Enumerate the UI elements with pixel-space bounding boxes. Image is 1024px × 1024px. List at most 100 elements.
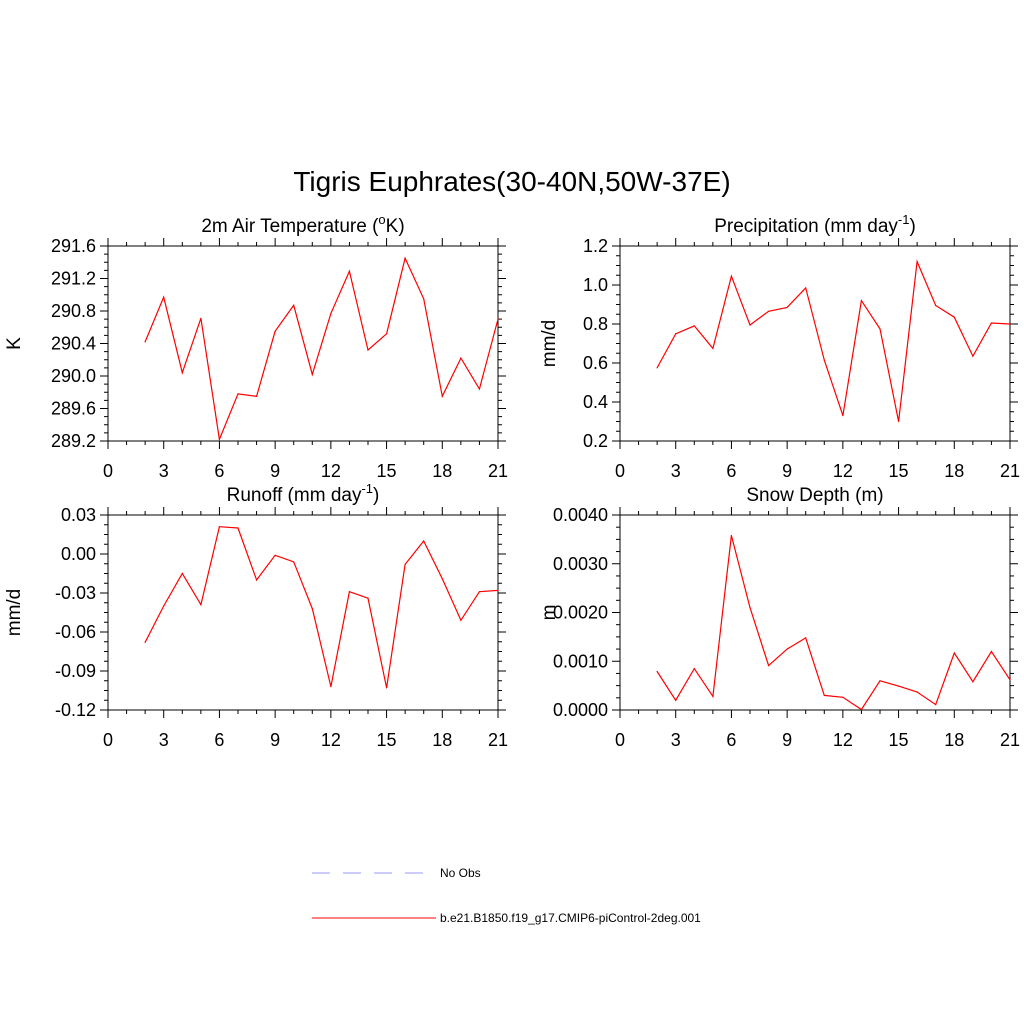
series-line: [144, 526, 499, 689]
data-point: [497, 318, 499, 320]
x-tick-label: 6: [726, 730, 736, 750]
data-point: [404, 257, 406, 259]
data-point: [897, 685, 900, 687]
x-tick-label: 6: [726, 461, 736, 481]
y-tick-label: -0.09: [55, 661, 96, 681]
data-point: [879, 680, 881, 682]
plot-frame: [619, 514, 1011, 711]
panel-runoff: 0 3 6 9 12 15 18 21 -0.12 -0.09 -0.06 -0.03 0.00 0.03…: [4, 481, 508, 750]
data-point: [144, 341, 146, 343]
x-tick-label: 18: [432, 461, 452, 481]
data-point: [953, 652, 955, 654]
x-tick-label: 3: [159, 730, 169, 750]
y-tick-label: 0.0030: [553, 554, 608, 574]
data-point: [656, 367, 658, 369]
panel-title-suffix: ): [373, 485, 379, 506]
data-point: [953, 316, 955, 318]
data-point: [497, 589, 499, 592]
legend-label: No Obs: [440, 866, 481, 880]
y-axis-label: K: [4, 337, 25, 350]
panel-title-text: Precipitation (mm day: [714, 216, 898, 237]
y-tick-label: 0.00: [61, 544, 96, 564]
data-point: [675, 699, 677, 701]
data-point: [404, 563, 406, 566]
x-tick-label: 18: [432, 730, 452, 750]
data-point: [274, 554, 276, 556]
data-point: [348, 591, 351, 593]
x-tick-label: 21: [488, 461, 508, 481]
x-tick-label: 12: [321, 730, 341, 750]
data-point: [144, 641, 146, 644]
y-tick-label: 0.4: [583, 392, 608, 412]
data-point: [879, 328, 881, 330]
y-tick-label: 1.2: [583, 236, 608, 256]
data-point: [237, 527, 239, 529]
panel-title: Precipitation (mm day-1): [714, 212, 916, 237]
data-point: [1009, 323, 1011, 325]
data-point: [237, 393, 239, 395]
data-point: [860, 708, 863, 711]
data-point: [423, 298, 425, 300]
y-tick-label: -0.03: [55, 583, 96, 603]
data-point: [460, 619, 462, 621]
x-tick-label: 0: [615, 730, 625, 750]
data-point: [730, 534, 733, 537]
data-point: [255, 579, 258, 581]
y-tick-label: 0.6: [583, 353, 608, 373]
x-tick-label: 12: [833, 730, 853, 750]
panel-title: Runoff (mm day-1): [227, 481, 380, 506]
y-tick-label: 0.2: [583, 431, 608, 451]
panel-title-text: Snow Depth (m): [746, 485, 883, 506]
y-tick-label: 291.6: [51, 236, 96, 256]
data-point: [935, 304, 937, 307]
data-point: [200, 317, 202, 319]
panel-title-text: Runoff (mm day: [227, 485, 362, 506]
panel-title-suffix: ): [909, 216, 915, 237]
legend-label: b.e21.B1850.f19_g17.CMIP6-piControl-2deg…: [440, 911, 701, 925]
data-point: [385, 333, 388, 335]
y-tick-label: 289.6: [51, 399, 96, 419]
data-point: [274, 330, 276, 332]
data-point: [200, 604, 202, 606]
x-tick-label: 6: [214, 730, 224, 750]
x-tick-label: 15: [377, 461, 397, 481]
data-point: [860, 300, 863, 302]
x-tick-label: 9: [270, 461, 280, 481]
x-tick-label: 9: [270, 730, 280, 750]
x-tick-label: 12: [321, 461, 341, 481]
x-tick-label: 3: [671, 730, 681, 750]
data-point: [478, 388, 481, 390]
panel-title-superscript: -1: [898, 212, 910, 227]
y-tick-label: 0.0020: [553, 603, 608, 623]
data-point: [805, 637, 807, 639]
x-tick-label: 18: [944, 730, 964, 750]
data-point: [367, 597, 369, 599]
x-tick-label: 15: [377, 730, 397, 750]
y-tick-label: 0.0040: [553, 505, 608, 525]
plot-frame: [107, 245, 499, 442]
data-point: [330, 312, 332, 315]
x-tick-label: 0: [103, 730, 113, 750]
data-point: [897, 420, 900, 423]
panel-title-suffix: K): [386, 216, 405, 237]
data-point: [181, 572, 183, 575]
data-point: [423, 540, 425, 542]
data-point: [255, 395, 258, 397]
data-point: [972, 355, 974, 357]
x-tick-label: 21: [1000, 730, 1020, 750]
panel-title-superscript: -1: [361, 481, 373, 496]
data-point: [675, 333, 677, 335]
series-line: [144, 256, 499, 442]
y-axis-label: mm/d: [4, 589, 25, 637]
panel-snow-depth: 0 3 6 9 12 15 18 21 0.0000 0.0010 0.0020 0.0030 0.00…: [539, 485, 1020, 750]
x-tick-label: 3: [159, 461, 169, 481]
data-point: [990, 650, 993, 653]
panel-precipitation: 0 3 6 9 12 15 18 21 0.2 0.4 0.6 0.8 1.0 1.2 mm/d Precip…: [539, 212, 1020, 481]
plot-frame: [619, 245, 1011, 442]
panel-title: Snow Depth (m): [746, 485, 883, 506]
data-point: [805, 287, 807, 289]
panel-title: 2m Air Temperature (oK): [201, 212, 404, 237]
data-point: [1009, 679, 1011, 681]
y-axis-label: m: [539, 605, 560, 621]
data-point: [385, 687, 388, 689]
